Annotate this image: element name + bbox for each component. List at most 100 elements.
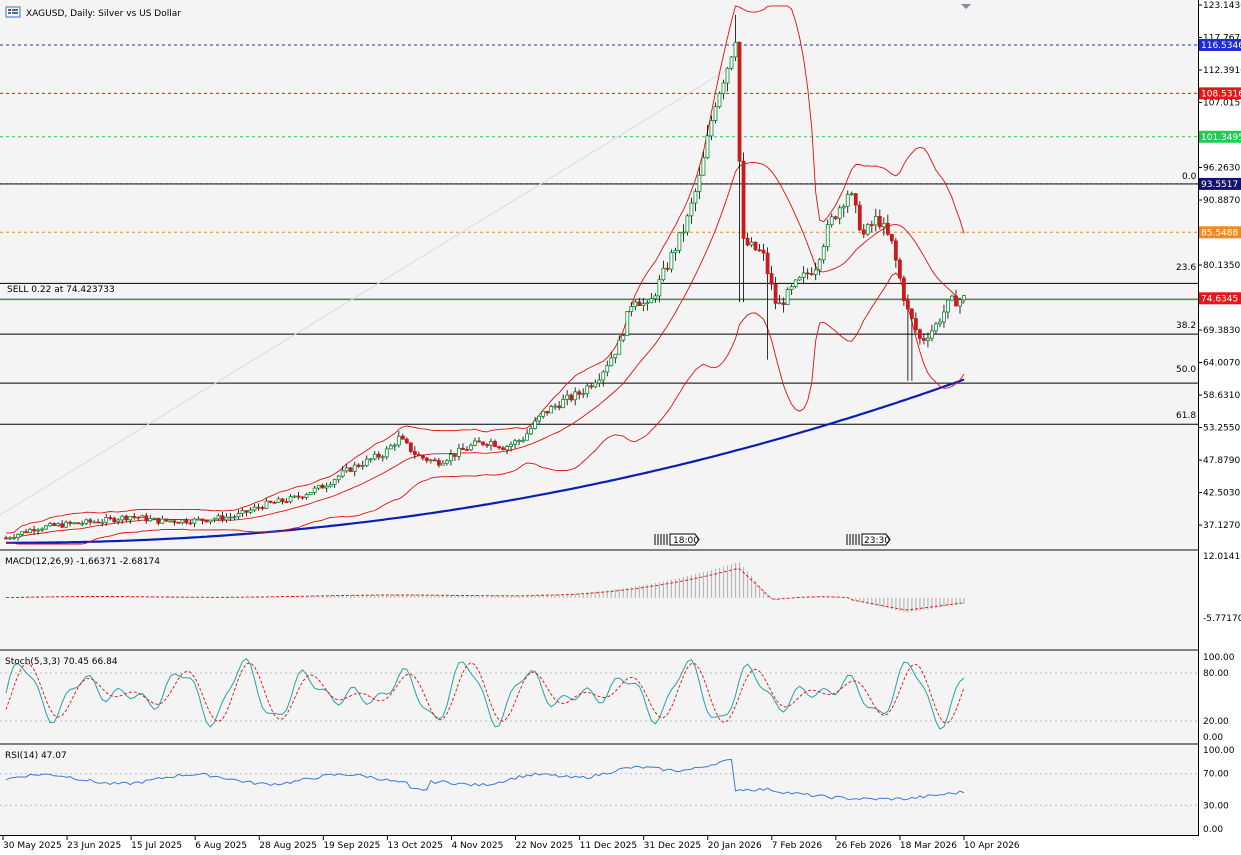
candle-body bbox=[148, 518, 153, 522]
candle-body bbox=[825, 224, 830, 247]
scroll-marker-icon[interactable] bbox=[961, 4, 971, 9]
candle-body bbox=[793, 279, 798, 288]
candle-body bbox=[376, 453, 381, 458]
macd-panel[interactable] bbox=[0, 551, 1198, 649]
price-axis-tags: 116.5346 108.5316 101.3495 93.5517 85.5488 74… bbox=[1199, 38, 1241, 305]
candle-body bbox=[954, 295, 958, 307]
main-panel[interactable] bbox=[0, 0, 1198, 549]
level-tag-red bbox=[1199, 87, 1241, 100]
time-tick-label: 26 Feb 2026 bbox=[836, 841, 892, 851]
candle-body bbox=[733, 41, 738, 58]
candle-body bbox=[889, 233, 894, 242]
chart-title: XAGUSD, Daily: Silver vs US Dollar bbox=[26, 9, 181, 19]
candle-body bbox=[585, 385, 590, 394]
candle-body bbox=[821, 246, 826, 261]
time-marker-1-label: 18:00 bbox=[673, 536, 699, 546]
candle-body bbox=[861, 229, 866, 235]
candle-body bbox=[320, 484, 325, 489]
fib-label-0: 0.0 bbox=[1182, 172, 1197, 182]
candle-body bbox=[296, 495, 301, 498]
horizontal-levels[interactable] bbox=[0, 44, 1198, 516]
candle-body bbox=[224, 516, 229, 521]
candle-body bbox=[76, 522, 81, 525]
candle-body bbox=[561, 399, 566, 409]
time-tick-label: 15 Jul 2025 bbox=[131, 841, 182, 851]
candle-body bbox=[80, 522, 85, 525]
candle-body bbox=[657, 279, 662, 297]
candle-body bbox=[801, 272, 806, 278]
candle-body bbox=[942, 311, 946, 323]
candle-body bbox=[469, 444, 473, 451]
candle-body bbox=[56, 523, 61, 526]
candle-body bbox=[769, 273, 774, 285]
candle-body bbox=[248, 509, 253, 513]
candle-body bbox=[545, 411, 550, 414]
candle-body bbox=[593, 382, 598, 388]
candle-body bbox=[693, 191, 698, 204]
candle-body bbox=[220, 515, 225, 521]
candle-body bbox=[72, 522, 77, 525]
candle-body bbox=[877, 216, 882, 228]
candle-body bbox=[204, 520, 209, 523]
candle-body bbox=[753, 241, 758, 251]
price-tick-label: 112.3910 bbox=[1203, 66, 1241, 76]
candle-body bbox=[336, 475, 341, 481]
time-tick-label: 23 Jun 2025 bbox=[67, 841, 121, 851]
candle-body bbox=[453, 454, 457, 457]
candle-body bbox=[24, 531, 28, 534]
time-marker-2[interactable]: 23:30 bbox=[846, 533, 891, 546]
candle-body bbox=[352, 464, 357, 472]
candle-body bbox=[176, 521, 181, 524]
candle-body bbox=[112, 517, 117, 523]
level-tag-label: 108.5316 bbox=[1201, 89, 1241, 99]
candle-body bbox=[745, 237, 750, 246]
time-marker-2-label: 23:30 bbox=[864, 536, 890, 546]
candle-body bbox=[388, 445, 393, 450]
candle-body bbox=[316, 484, 321, 489]
level-tag-green bbox=[1199, 130, 1241, 143]
level-tag-price bbox=[1199, 292, 1241, 305]
candle-body bbox=[705, 135, 710, 159]
candle-body bbox=[913, 318, 918, 331]
candle-body bbox=[501, 447, 505, 451]
time-marker-1[interactable]: 18:00 bbox=[654, 533, 700, 546]
level-tag-orange bbox=[1199, 226, 1241, 239]
stoch-tick-label: 80.00 bbox=[1203, 669, 1229, 679]
candle-body bbox=[457, 447, 461, 457]
candle-body bbox=[368, 458, 373, 461]
level-tag-label: 93.5517 bbox=[1201, 180, 1238, 190]
candle-body bbox=[449, 454, 453, 462]
candle-body bbox=[348, 467, 353, 472]
candle-body bbox=[789, 286, 794, 290]
candle-body bbox=[677, 232, 682, 251]
candle-body bbox=[8, 537, 12, 540]
candle-body bbox=[432, 459, 437, 462]
rsi-panel[interactable] bbox=[0, 745, 1198, 835]
candle-body bbox=[505, 446, 509, 451]
candle-body bbox=[328, 483, 333, 487]
candle-body bbox=[893, 240, 898, 261]
trade-label: SELL 0.22 at 74.423733 bbox=[7, 285, 115, 295]
candle-body bbox=[392, 444, 397, 447]
candle-body bbox=[881, 222, 886, 228]
candle-body bbox=[188, 522, 193, 525]
macd-signal-line bbox=[5, 568, 965, 611]
candle-body bbox=[697, 174, 702, 192]
candle-body bbox=[236, 513, 241, 518]
candle-body bbox=[332, 479, 337, 485]
candle-body bbox=[36, 529, 40, 532]
candle-body bbox=[841, 205, 846, 209]
candle-body bbox=[637, 301, 642, 306]
time-tick-label: 6 Aug 2025 bbox=[195, 841, 247, 851]
window-menu-icon[interactable] bbox=[5, 6, 21, 18]
fib-label-23: 23.6 bbox=[1176, 263, 1196, 273]
candle-body bbox=[817, 259, 822, 271]
candle-body bbox=[958, 299, 962, 307]
candle-body bbox=[829, 216, 834, 226]
candle-body bbox=[885, 222, 890, 235]
candle-body bbox=[950, 295, 954, 301]
candle-body bbox=[280, 498, 285, 503]
stoch-tick-label: 20.00 bbox=[1203, 717, 1229, 727]
candle-body bbox=[685, 215, 690, 233]
